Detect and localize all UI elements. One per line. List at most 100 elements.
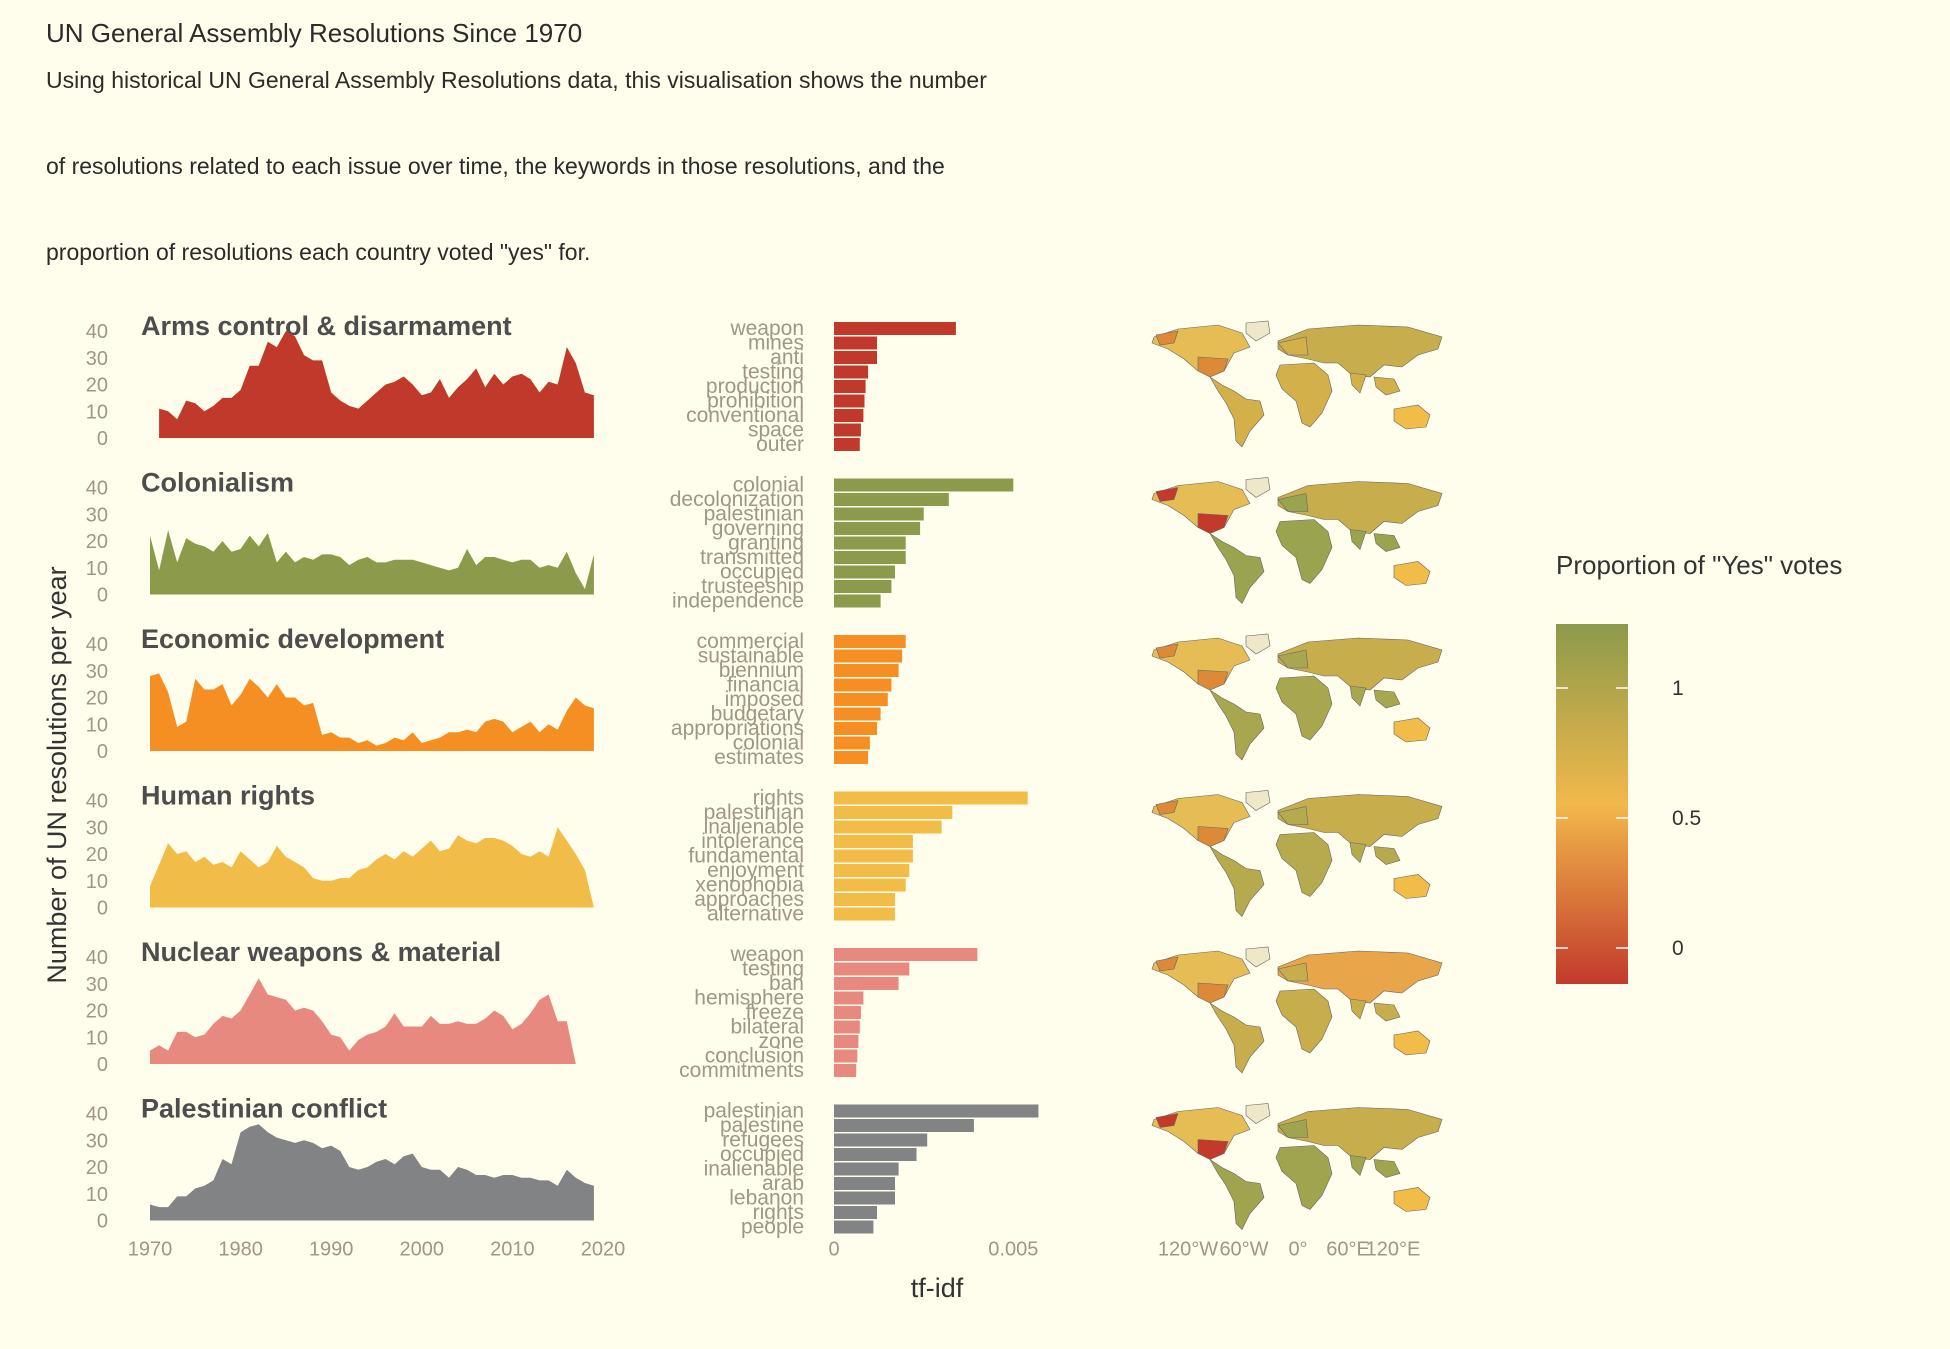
keyword-label: occupied — [720, 1143, 804, 1166]
keyword-label: enjoyment — [707, 859, 804, 882]
tfidf-bar — [834, 1020, 860, 1034]
world-map — [1151, 477, 1443, 605]
y-tick-label: 0 — [97, 428, 108, 450]
keyword-label: palestinian — [704, 1100, 804, 1123]
panel-title: Arms control & disarmament — [141, 311, 512, 341]
tfidf-tick-label: 0 — [828, 1239, 839, 1261]
legend-tick-label: 1 — [1672, 677, 1684, 700]
y-tick-label: 30 — [86, 974, 108, 996]
tfidf-bar — [834, 664, 899, 677]
map-lon-tick: 60°W — [1219, 1239, 1268, 1261]
keyword-label: testing — [742, 361, 804, 384]
area-series — [150, 827, 594, 908]
panel-title: Palestinian conflict — [141, 1094, 387, 1124]
area-series — [150, 978, 594, 1064]
y-tick-label: 20 — [86, 1157, 108, 1179]
keyword-label: bilateral — [730, 1016, 804, 1039]
keyword-label: conclusion — [705, 1045, 804, 1068]
y-tick-label: 20 — [86, 375, 108, 397]
tfidf-bar — [834, 1162, 899, 1176]
tfidf-bar — [834, 991, 864, 1005]
tfidf-bar — [834, 322, 956, 335]
tfidf-bar — [834, 1206, 877, 1219]
y-tick-label: 30 — [86, 1130, 108, 1152]
area-series — [150, 1124, 594, 1221]
x-tick-label: 1990 — [309, 1239, 354, 1261]
y-tick-label: 10 — [86, 714, 108, 736]
map-lon-tick: 60°E — [1326, 1239, 1370, 1261]
tfidf-tick-label: 0.005 — [988, 1239, 1038, 1261]
keyword-label: weapon — [729, 943, 804, 966]
tfidf-bar — [834, 751, 869, 764]
tfidf-bar — [834, 365, 869, 379]
y-axis-title: Number of UN resolutions per year — [42, 566, 72, 983]
panel-title: Colonialism — [141, 468, 294, 498]
tfidf-bar — [834, 336, 877, 350]
keyword-label: testing — [742, 958, 804, 981]
world-map — [1151, 633, 1443, 761]
y-tick-label: 0 — [97, 741, 108, 763]
legend-tick-label: 0.5 — [1672, 807, 1701, 830]
keyword-label: granting — [728, 532, 804, 555]
keyword-label: outer — [756, 433, 804, 456]
tfidf-bar — [834, 1148, 917, 1161]
keyword-label: refugees — [722, 1129, 804, 1152]
y-tick-label: 30 — [86, 817, 108, 839]
tfidf-bar — [834, 849, 913, 863]
panels: Arms control & disarmament 0 10 20 30 40 weapo… — [86, 311, 1443, 1261]
tfidf-bar — [834, 948, 978, 961]
keyword-label: budgetary — [711, 703, 805, 726]
tfidf-bar — [834, 1049, 858, 1063]
tfidf-bar — [834, 351, 877, 364]
keyword-label: ban — [769, 972, 804, 995]
keyword-label: alternative — [707, 903, 804, 926]
tfidf-bar — [834, 551, 906, 564]
area-series — [159, 331, 594, 438]
tfidf-bar — [834, 878, 906, 892]
tfidf-bar — [834, 478, 1014, 492]
y-tick-label: 30 — [86, 661, 108, 683]
tfidf-bar — [834, 962, 910, 976]
tfidf-bar — [834, 594, 881, 608]
panel-2: Economic development 0 10 20 30 40 commercials… — [86, 624, 1443, 769]
keyword-label: trusteeship — [701, 575, 804, 598]
tfidf-bar — [834, 1191, 895, 1205]
keyword-label: production — [706, 375, 804, 398]
tfidf-bar — [834, 1035, 859, 1048]
world-map — [1151, 790, 1443, 918]
keyword-label: zone — [758, 1030, 804, 1053]
keyword-label: rights — [753, 1201, 804, 1224]
tfidf-bar — [834, 438, 860, 451]
y-tick-label: 10 — [86, 1184, 108, 1206]
keyword-label: freeze — [746, 1001, 804, 1024]
tfidf-bar — [834, 707, 881, 721]
tfidf-bar — [834, 536, 906, 550]
x-tick-label: 2010 — [490, 1239, 535, 1261]
keyword-label: lebanon — [729, 1187, 804, 1210]
tfidf-bar — [834, 423, 861, 437]
keyword-label: sustainable — [698, 645, 804, 668]
legend: Proportion of "Yes" votes 1 0.5 0 — [1556, 550, 1842, 984]
y-tick-label: 40 — [86, 478, 108, 500]
x-tick-label: 2020 — [581, 1239, 626, 1261]
keyword-label: xenophobia — [695, 874, 804, 897]
keyword-label: conventional — [686, 404, 804, 427]
bar-x-axis-title: tf-idf — [911, 1273, 964, 1303]
tfidf-bar — [834, 736, 870, 750]
keyword-label: independence — [672, 590, 804, 613]
tfidf-bar — [834, 893, 895, 906]
keyword-label: estimates — [714, 746, 804, 769]
y-tick-label: 20 — [86, 531, 108, 553]
tfidf-bar — [834, 380, 866, 393]
y-tick-label: 0 — [97, 585, 108, 607]
panel-4: Nuclear weapons & material 0 10 20 30 40 weapo… — [86, 937, 1443, 1082]
keyword-label: inalienable — [704, 1158, 804, 1181]
map-lon-tick: 120°W — [1158, 1239, 1218, 1261]
keyword-label: prohibition — [707, 390, 804, 413]
x-tick-label: 1970 — [128, 1239, 173, 1261]
tfidf-bar — [834, 1119, 974, 1132]
keyword-label: hemisphere — [694, 987, 804, 1010]
keyword-label: transmitted — [700, 546, 804, 569]
